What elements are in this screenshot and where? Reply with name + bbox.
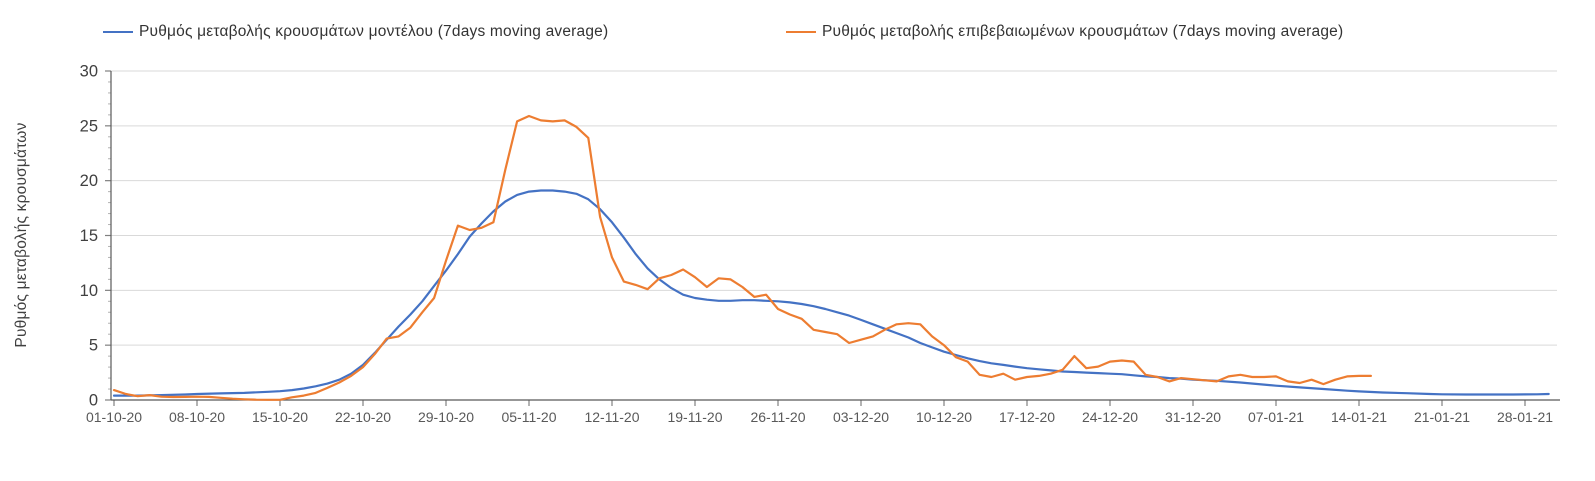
y-tick-label: 25 xyxy=(80,117,98,135)
y-tick-label: 30 xyxy=(80,63,98,81)
x-tick-label: 10-12-20 xyxy=(916,409,972,425)
legend-label-confirmed: Ρυθμός μεταβολής επιβεβαιωμένων κρουσμάτ… xyxy=(822,23,1344,40)
legend-label-model: Ρυθμός μεταβολής κρουσμάτων μοντέλου (7d… xyxy=(139,23,609,40)
x-tick-label: 14-01-21 xyxy=(1331,409,1387,425)
x-tick-label: 22-10-20 xyxy=(335,409,391,425)
y-tick-label: 20 xyxy=(80,172,98,190)
x-tick-label: 08-10-20 xyxy=(169,409,225,425)
x-tick-label: 15-10-20 xyxy=(252,409,308,425)
chart-legend: Ρυθμός μεταβολής κρουσμάτων μοντέλου (7d… xyxy=(0,20,1595,46)
x-tick-label: 01-10-20 xyxy=(86,409,142,425)
x-tick-label: 31-12-20 xyxy=(1165,409,1221,425)
x-tick-label: 07-01-21 xyxy=(1248,409,1304,425)
y-tick-label: 15 xyxy=(80,227,98,245)
y-axis-title: Ρυθμός μεταβολής κρουσμάτων xyxy=(13,122,30,348)
x-tick-label: 28-01-21 xyxy=(1497,409,1553,425)
x-tick-label: 12-11-20 xyxy=(584,409,639,425)
y-tick-label: 0 xyxy=(89,392,98,410)
x-tick-label: 03-12-20 xyxy=(833,409,889,425)
x-tick-label: 05-11-20 xyxy=(501,409,556,425)
legend-item-confirmed: Ρυθμός μεταβολής επιβεβαιωμένων κρουσμάτ… xyxy=(786,23,1343,41)
x-tick-label: 19-11-20 xyxy=(667,409,722,425)
model-line-swatch-icon xyxy=(103,31,133,33)
confirmed-series-line xyxy=(112,114,1372,401)
y-tick-label: 10 xyxy=(80,282,98,300)
y-tick-label: 5 xyxy=(89,337,98,355)
x-tick-label: 29-10-20 xyxy=(418,409,474,425)
x-tick-label: 17-12-20 xyxy=(999,409,1055,425)
model-series-line xyxy=(112,189,1550,397)
legend-item-model: Ρυθμός μεταβολής κρουσμάτων μοντέλου (7d… xyxy=(103,23,608,41)
x-tick-label: 21-01-21 xyxy=(1414,409,1470,425)
x-tick-label: 26-11-20 xyxy=(750,409,805,425)
confirmed-line-swatch-icon xyxy=(786,31,816,33)
x-tick-label: 24-12-20 xyxy=(1082,409,1138,425)
